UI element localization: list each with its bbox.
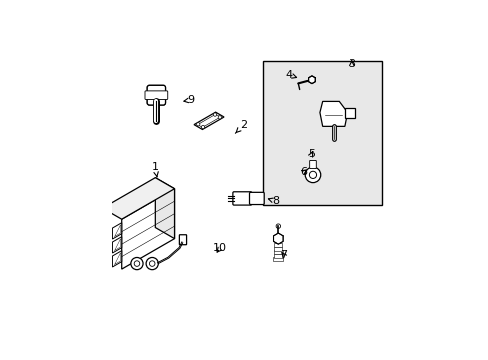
Polygon shape [112, 237, 122, 253]
Circle shape [146, 257, 158, 270]
FancyBboxPatch shape [274, 247, 282, 251]
FancyBboxPatch shape [273, 254, 283, 258]
Bar [263, 61, 382, 205]
Text: 3: 3 [347, 59, 355, 69]
Text: 6: 6 [299, 167, 306, 177]
FancyBboxPatch shape [179, 235, 186, 245]
Text: 8: 8 [268, 196, 279, 206]
FancyBboxPatch shape [273, 250, 282, 254]
FancyBboxPatch shape [309, 161, 316, 168]
Polygon shape [112, 251, 122, 267]
Circle shape [309, 171, 316, 179]
Text: 9: 9 [183, 95, 194, 105]
Polygon shape [319, 102, 347, 126]
Circle shape [134, 261, 140, 266]
FancyBboxPatch shape [274, 243, 282, 247]
Circle shape [201, 125, 204, 129]
Polygon shape [122, 189, 174, 269]
FancyBboxPatch shape [147, 85, 165, 105]
FancyBboxPatch shape [249, 192, 264, 204]
Circle shape [131, 257, 143, 270]
Text: 7: 7 [280, 250, 287, 260]
Text: 5: 5 [307, 149, 314, 159]
Circle shape [196, 123, 200, 126]
Text: 1: 1 [151, 162, 158, 177]
Text: 2: 2 [235, 120, 247, 133]
Circle shape [305, 167, 320, 183]
Text: 10: 10 [213, 243, 226, 253]
Polygon shape [344, 108, 354, 118]
Polygon shape [194, 112, 224, 130]
Circle shape [218, 116, 221, 119]
Circle shape [149, 261, 155, 266]
Circle shape [276, 224, 280, 228]
Polygon shape [308, 76, 315, 84]
Polygon shape [112, 223, 122, 239]
FancyBboxPatch shape [232, 192, 251, 205]
Polygon shape [102, 177, 174, 219]
Polygon shape [197, 114, 220, 127]
Text: 4: 4 [285, 70, 296, 80]
FancyBboxPatch shape [273, 257, 283, 261]
FancyBboxPatch shape [145, 91, 167, 99]
Polygon shape [155, 177, 174, 239]
Circle shape [213, 113, 216, 116]
FancyBboxPatch shape [147, 85, 165, 105]
Polygon shape [273, 233, 283, 244]
